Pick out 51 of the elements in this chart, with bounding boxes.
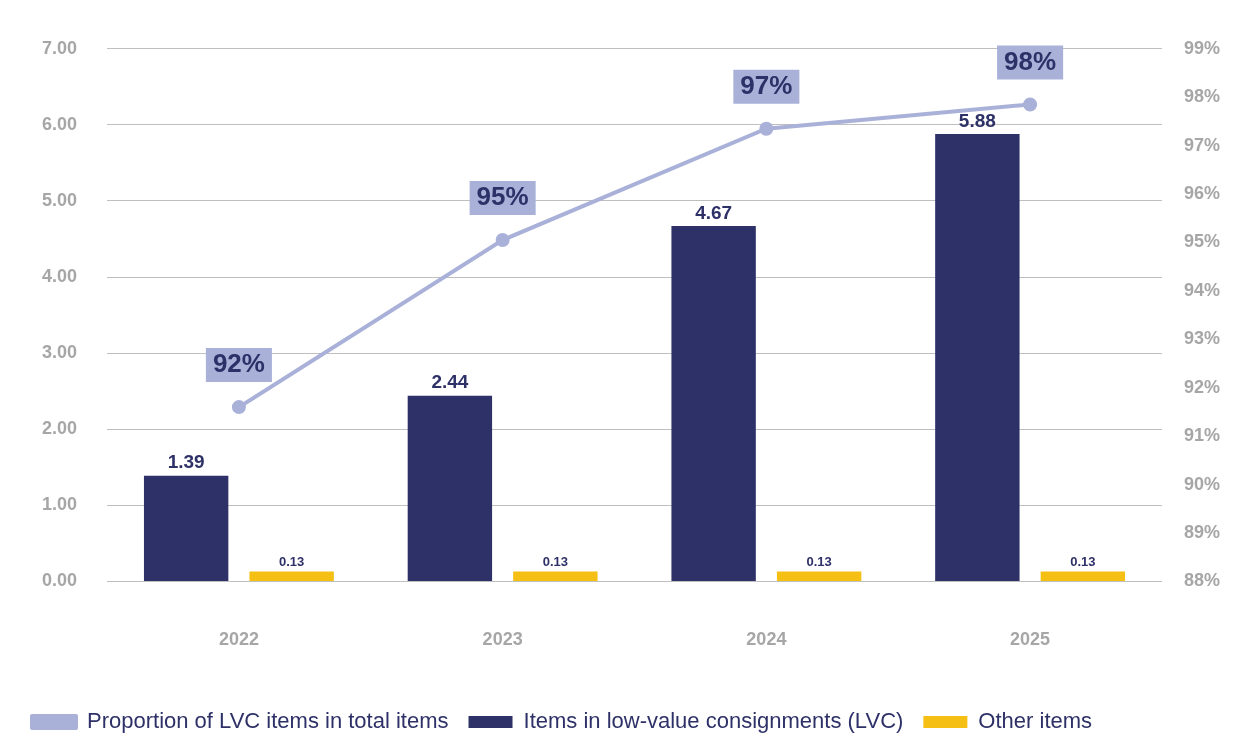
bar xyxy=(671,226,756,581)
bar xyxy=(1040,571,1126,581)
data-label: 98% xyxy=(1004,45,1057,76)
y-tick-label: 3.00 xyxy=(41,342,78,363)
point xyxy=(1023,97,1038,112)
data-label: 95% xyxy=(476,181,529,212)
y-tick-label: 7.00 xyxy=(41,37,78,58)
y2-tick-label: 89% xyxy=(1183,521,1220,542)
y-tick-label: 4.00 xyxy=(41,266,78,287)
data-label: 5.88 xyxy=(958,109,996,131)
y2-tick-label: 94% xyxy=(1183,279,1220,300)
data-label: 92% xyxy=(212,348,265,379)
point xyxy=(759,121,774,136)
legend-label: Items in low-value consignments (LVC) xyxy=(523,708,904,734)
bar xyxy=(935,134,1020,581)
y2-tick-label: 97% xyxy=(1183,134,1220,155)
x-tick-label: 2022 xyxy=(218,629,259,650)
legend-label: Other items xyxy=(978,708,1093,734)
data-label: 4.67 xyxy=(695,201,733,223)
y2-tick-label: 98% xyxy=(1183,86,1220,107)
bar xyxy=(143,475,229,581)
data-label: 1.39 xyxy=(167,451,205,473)
bar xyxy=(776,571,862,581)
y2-tick-label: 88% xyxy=(1183,570,1220,591)
y-tick-label: 1.00 xyxy=(41,494,78,515)
legend-label: Proportion of LVC items in total items xyxy=(87,708,449,734)
data-label: 0.13 xyxy=(1070,553,1096,569)
data-label: 97% xyxy=(740,69,793,100)
x-tick-label: 2024 xyxy=(746,629,787,650)
y2-tick-label: 93% xyxy=(1183,328,1220,349)
y-tick-label: 0.00 xyxy=(41,570,78,591)
bar xyxy=(513,571,598,581)
x-tick-label: 2025 xyxy=(1010,629,1051,650)
y2-tick-label: 95% xyxy=(1183,231,1220,252)
y-tick-label: 2.00 xyxy=(41,418,78,439)
y-tick-label: 5.00 xyxy=(41,189,78,210)
y2-tick-label: 92% xyxy=(1183,376,1220,397)
bar xyxy=(407,395,493,581)
y2-tick-label: 96% xyxy=(1183,183,1220,204)
data-label: 0.13 xyxy=(806,553,832,569)
point xyxy=(495,233,510,248)
y2-tick-label: 99% xyxy=(1183,37,1220,58)
bar xyxy=(249,571,334,581)
data-label: 2.44 xyxy=(431,371,469,393)
data-label: 0.13 xyxy=(278,553,305,569)
y2-tick-label: 91% xyxy=(1183,425,1220,446)
x-tick-label: 2023 xyxy=(482,629,523,650)
data-label: 0.13 xyxy=(542,553,569,569)
point xyxy=(231,400,246,415)
y2-tick-label: 90% xyxy=(1183,473,1220,494)
y-tick-label: 6.00 xyxy=(41,113,78,134)
